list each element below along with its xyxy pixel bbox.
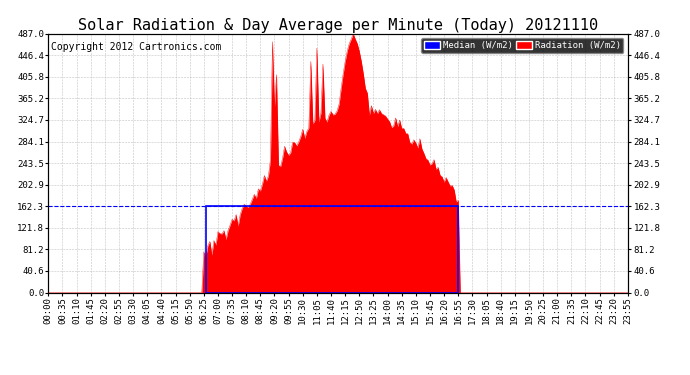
Bar — [206, 206, 458, 292]
Title: Solar Radiation & Day Average per Minute (Today) 20121110: Solar Radiation & Day Average per Minute… — [78, 18, 598, 33]
Text: Copyright 2012 Cartronics.com: Copyright 2012 Cartronics.com — [51, 42, 221, 51]
Legend: Median (W/m2), Radiation (W/m2): Median (W/m2), Radiation (W/m2) — [422, 38, 623, 53]
